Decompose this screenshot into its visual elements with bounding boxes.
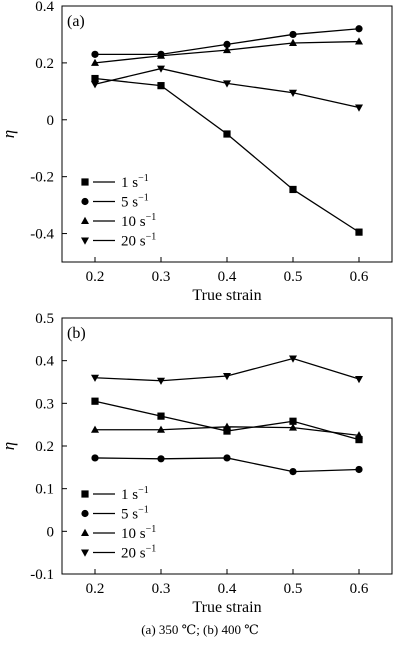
figure-caption: (a) 350 ℃; (b) 400 ℃ — [141, 622, 259, 637]
x-tick-label: 0.4 — [218, 581, 237, 597]
data-point — [157, 425, 165, 433]
x-tick-label: 0.2 — [86, 581, 105, 597]
y-tick-label: 0.1 — [35, 482, 54, 498]
data-point — [91, 425, 99, 433]
series-10s — [91, 37, 363, 66]
y-tick-label: 0 — [47, 524, 55, 540]
x-tick-label: 0.3 — [152, 269, 171, 285]
legend-label: 20 s−1 — [121, 232, 156, 250]
data-point — [289, 417, 297, 425]
data-point — [157, 65, 165, 73]
x-tick-label: 0.6 — [350, 269, 369, 285]
series-1s — [91, 74, 363, 236]
data-point — [223, 427, 231, 435]
data-point — [91, 397, 99, 405]
y-axis-label: η — [0, 442, 18, 450]
plot-frame — [61, 317, 393, 575]
panel-label: (a) — [67, 13, 85, 30]
legend-marker — [81, 237, 89, 245]
data-point — [91, 74, 99, 83]
x-axis-label: True strain — [192, 287, 261, 304]
data-point — [157, 455, 165, 463]
legend-label: 5 s−1 — [121, 505, 149, 523]
data-point — [91, 374, 99, 382]
y-tick-label: -0.1 — [30, 567, 54, 583]
y-tick-label: -0.4 — [30, 227, 54, 243]
data-point — [289, 89, 297, 97]
legend-marker — [81, 197, 89, 206]
data-point — [355, 228, 363, 236]
y-tick-label: 0.4 — [35, 0, 54, 15]
data-point — [289, 355, 297, 363]
panel-label: (b) — [67, 325, 86, 342]
legend-marker — [81, 178, 89, 186]
data-point — [355, 25, 363, 33]
data-point — [355, 104, 363, 112]
data-point — [289, 423, 297, 431]
data-point — [355, 37, 363, 45]
x-tick-label: 0.6 — [350, 581, 369, 597]
x-tick-label: 0.4 — [218, 269, 237, 285]
legend-label: 5 s−1 — [121, 193, 149, 211]
data-point — [91, 50, 99, 58]
data-point — [223, 45, 231, 54]
series-5s — [91, 454, 363, 476]
y-tick-label: 0.4 — [35, 354, 54, 370]
legend-label: 1 s−1 — [121, 485, 149, 503]
data-point — [355, 431, 363, 439]
data-point — [157, 377, 165, 385]
legend-label: 10 s−1 — [121, 524, 156, 542]
legend-label: 10 s−1 — [121, 212, 156, 230]
data-point — [223, 80, 231, 88]
y-axis-label: η — [0, 130, 18, 138]
legend-marker — [81, 490, 89, 498]
chart-panel-b: -0.1 0 0.1 0.2 0.3 0.4 0.5 0.2 0.3 0.4 0.5 0.6 True … — [0, 311, 393, 616]
data-point — [223, 373, 231, 381]
x-axis-label: True strain — [192, 599, 261, 616]
series-line — [94, 67, 360, 109]
data-point — [355, 436, 363, 444]
legend-marker — [81, 528, 89, 536]
y-tick-label: 0.2 — [35, 439, 54, 455]
data-point — [91, 81, 99, 89]
y-tick-label: 0.3 — [35, 396, 54, 412]
series-1s — [91, 397, 363, 444]
legend: 1 s−1 5 s−110 s−1 20 s−1 — [81, 173, 156, 250]
data-point — [289, 468, 297, 476]
data-point — [355, 376, 363, 384]
y-tick-label: 0.2 — [35, 56, 54, 72]
data-point — [157, 412, 165, 420]
legend-label: 20 s−1 — [121, 544, 156, 562]
x-tick-label: 0.5 — [284, 269, 303, 285]
data-point — [91, 454, 99, 462]
legend-marker — [81, 216, 89, 224]
data-point — [289, 30, 297, 39]
y-tick-label: -0.2 — [30, 170, 54, 186]
y-tick-label: 0.5 — [35, 311, 54, 327]
data-point — [289, 38, 297, 46]
legend-marker — [81, 509, 89, 518]
x-tick-label: 0.5 — [284, 581, 303, 597]
legend: 1 s−1 5 s−110 s−1 20 s−1 — [81, 485, 156, 562]
x-tick-label: 0.2 — [86, 269, 105, 285]
data-point — [355, 465, 363, 474]
data-point — [157, 51, 165, 59]
data-point — [289, 185, 297, 194]
data-point — [223, 454, 231, 462]
series-20s — [91, 355, 363, 385]
y-tick-label: 0 — [47, 113, 55, 129]
legend-marker — [81, 549, 89, 557]
data-point — [157, 82, 165, 90]
data-point — [223, 40, 231, 49]
series-10s — [91, 422, 363, 439]
data-point — [91, 58, 99, 66]
legend-label: 1 s−1 — [121, 173, 149, 191]
data-point — [223, 130, 231, 138]
series-20s — [91, 65, 363, 112]
data-point — [223, 422, 231, 430]
x-tick-label: 0.3 — [152, 581, 171, 597]
chart-panel-a: -0.4 -0.2 0 0.2 0.4 0.2 0.3 0.4 0.5 0.6 True strai… — [0, 0, 393, 304]
